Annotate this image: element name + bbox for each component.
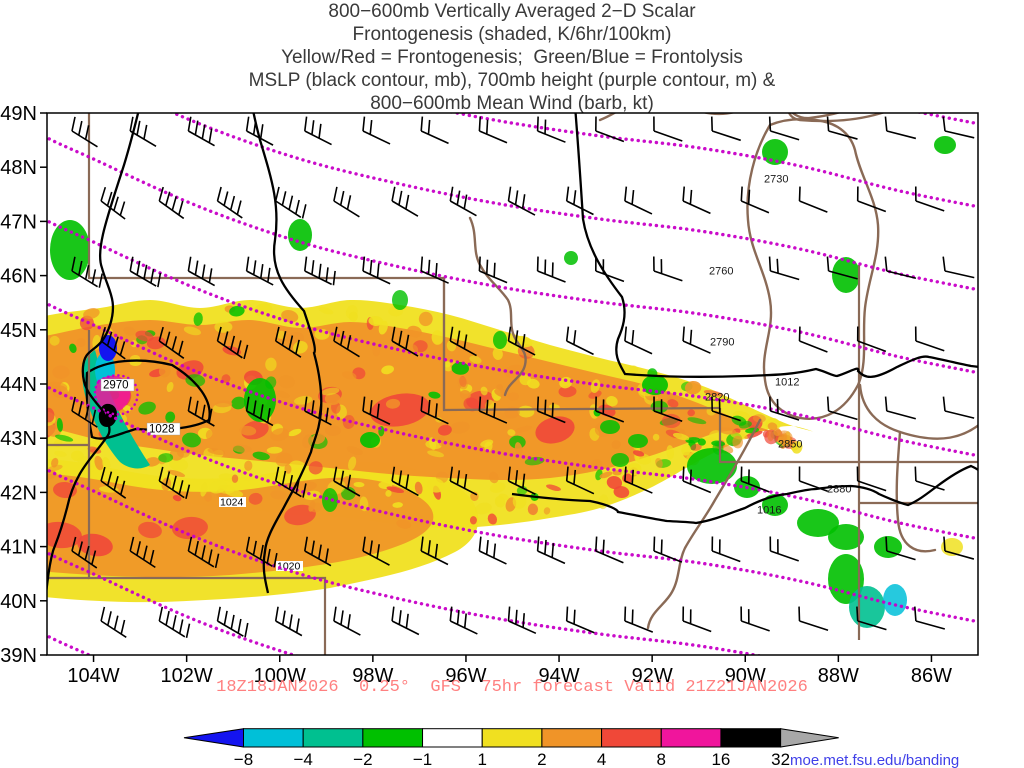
svg-text:44N: 44N: [0, 374, 37, 396]
svg-text:2850: 2850: [778, 439, 802, 451]
svg-text:47N: 47N: [0, 211, 37, 233]
svg-text:1: 1: [477, 750, 486, 768]
svg-text:−8: −8: [234, 750, 253, 768]
svg-text:4: 4: [597, 750, 606, 768]
svg-text:40N: 40N: [0, 591, 37, 613]
svg-text:41N: 41N: [0, 537, 37, 559]
svg-text:−1: −1: [413, 750, 432, 768]
svg-text:32: 32: [771, 750, 790, 768]
svg-text:1012: 1012: [775, 377, 799, 389]
svg-text:49N: 49N: [0, 103, 37, 125]
svg-text:39N: 39N: [0, 645, 37, 667]
svg-text:2760: 2760: [709, 266, 733, 278]
svg-text:2820: 2820: [705, 392, 729, 404]
svg-text:2: 2: [537, 750, 546, 768]
svg-text:2970: 2970: [103, 380, 129, 392]
svg-text:2730: 2730: [764, 174, 788, 186]
svg-text:45N: 45N: [0, 320, 37, 342]
svg-text:48N: 48N: [0, 157, 37, 179]
svg-text:8: 8: [657, 750, 666, 768]
svg-text:43N: 43N: [0, 428, 37, 450]
svg-text:46N: 46N: [0, 266, 37, 288]
svg-text:1024: 1024: [220, 497, 244, 509]
svg-text:moe.met.fsu.edu/banding: moe.met.fsu.edu/banding: [790, 752, 959, 768]
svg-text:16: 16: [711, 750, 730, 768]
svg-text:42N: 42N: [0, 482, 37, 504]
svg-text:−2: −2: [353, 750, 372, 768]
svg-text:1028: 1028: [149, 424, 175, 436]
svg-text:−4: −4: [293, 750, 312, 768]
svg-text:1016: 1016: [757, 505, 781, 517]
svg-text:2790: 2790: [710, 337, 734, 349]
